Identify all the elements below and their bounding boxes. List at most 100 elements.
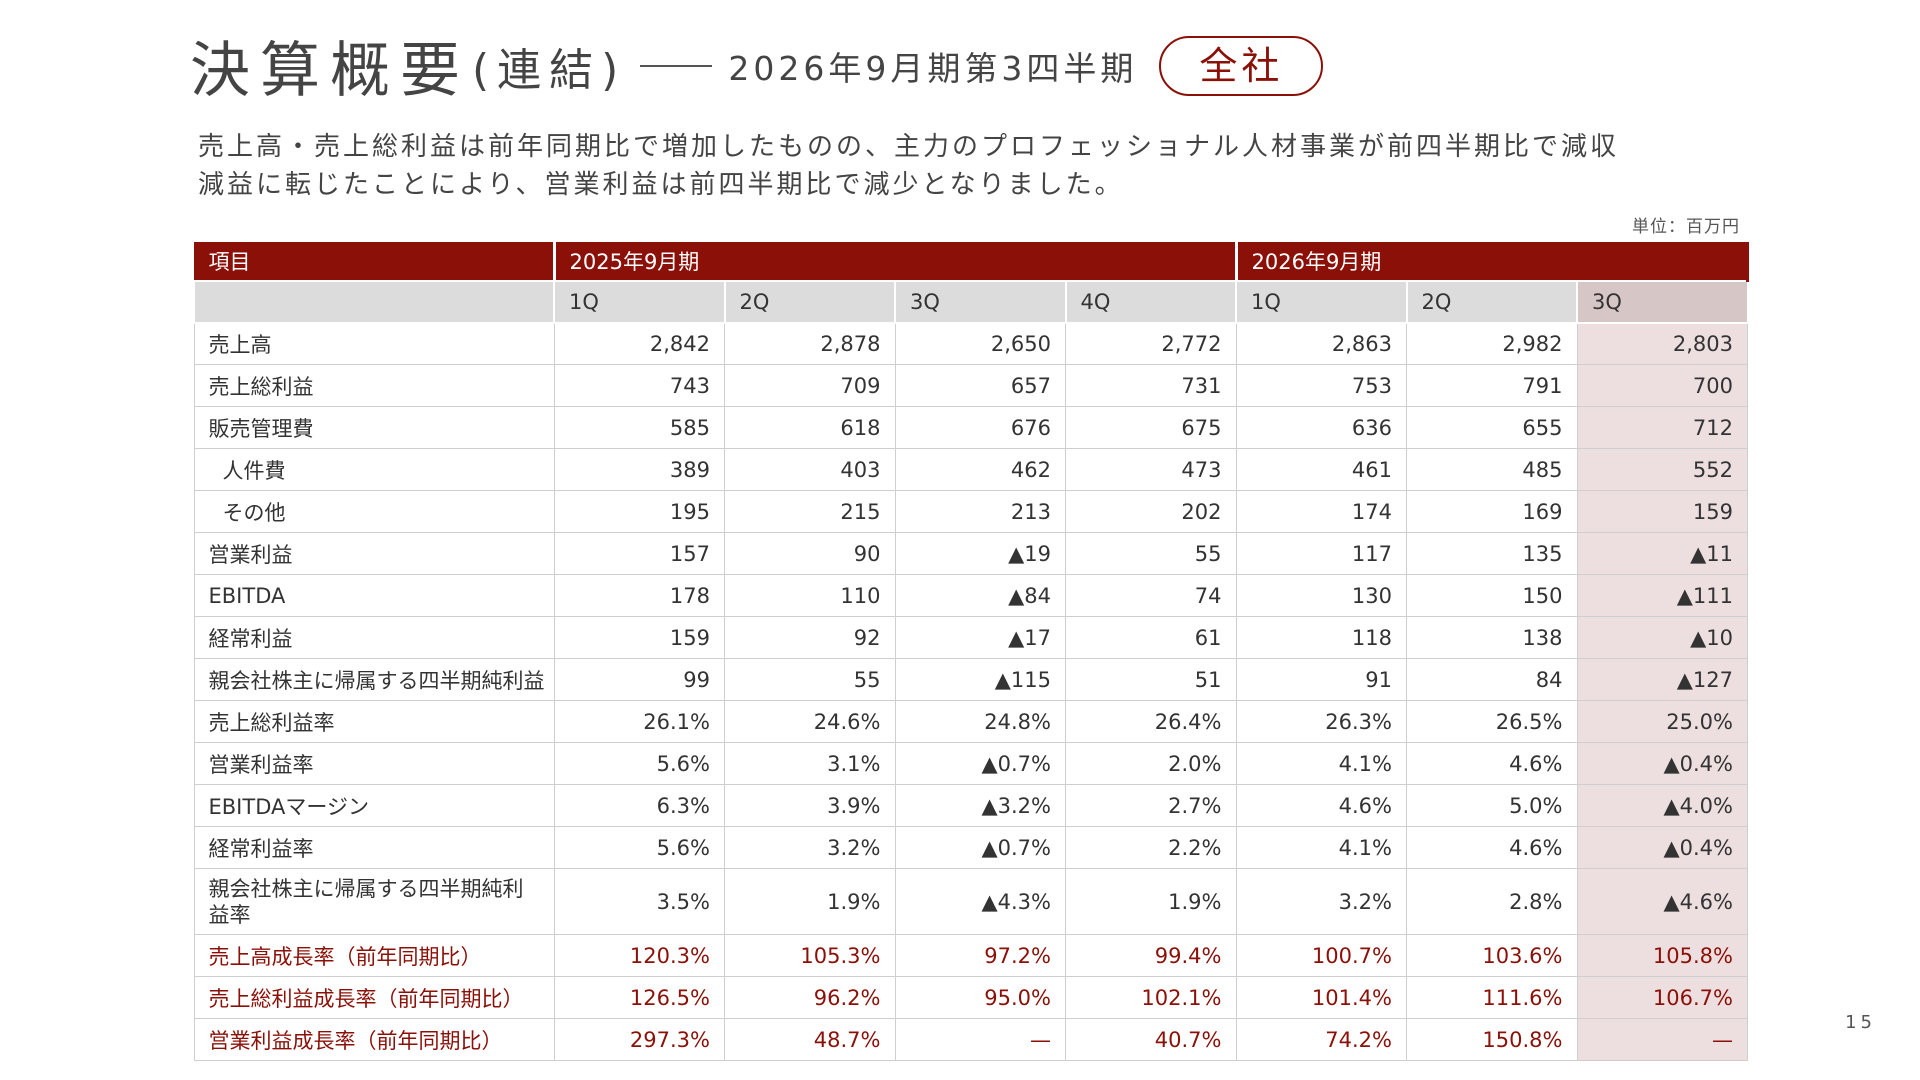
cell-value: 461	[1235, 448, 1407, 491]
cell-value: 91	[1235, 658, 1407, 701]
cell-value: 24.8%	[894, 700, 1066, 743]
row-label: 販売管理費	[193, 406, 555, 449]
cell-value: 655	[1406, 406, 1578, 449]
table-row: 売上総利益 743 709 657 731 753 791 700	[193, 364, 1748, 407]
row-label: その他	[193, 490, 555, 533]
table-row: 親会社株主に帰属する四半期純利益率 3.5% 1.9% ▲4.3% 1.9% 3.2% 2.…	[193, 868, 1748, 935]
header-item: 項目	[193, 242, 556, 281]
cell-value: 2,772	[1065, 322, 1237, 365]
cell-value: 4.6%	[1235, 784, 1407, 827]
cell-value: 2.7%	[1065, 784, 1237, 827]
cell-value: 84	[1406, 658, 1578, 701]
cell-value: 743	[553, 364, 725, 407]
table-header-years: 項目 2025年9月期 2026年9月期	[193, 242, 1749, 281]
cell-value: ▲0.4%	[1576, 742, 1748, 785]
cell-value: 4.6%	[1406, 742, 1578, 785]
cell-value: 2,803	[1576, 322, 1748, 365]
cell-value: 169	[1406, 490, 1578, 533]
cell-value: 2,650	[894, 322, 1066, 365]
cell-value: ▲3.2%	[894, 784, 1066, 827]
cell-value: 26.5%	[1406, 700, 1578, 743]
cell-value: 2,863	[1235, 322, 1407, 365]
table-row: 人件費 389 403 462 473 461 485 552	[193, 448, 1748, 491]
cell-value: 473	[1065, 448, 1237, 491]
table-row: 営業利益 157 90 ▲19 55 117 135 ▲11	[193, 532, 1748, 575]
cell-value: 150	[1406, 574, 1578, 617]
cell-value: 157	[553, 532, 725, 575]
cell-value: ▲4.3%	[894, 868, 1066, 935]
header-quarter: 1Q	[553, 279, 726, 324]
cell-value: 25.0%	[1576, 700, 1748, 743]
cell-value: 90	[724, 532, 896, 575]
cell-value: 26.1%	[553, 700, 725, 743]
cell-value: 215	[724, 490, 896, 533]
cell-value: ▲17	[894, 616, 1066, 659]
cell-value: 1.9%	[724, 868, 896, 935]
header-year-2025: 2025年9月期	[553, 242, 1238, 281]
title-divider	[640, 64, 713, 67]
cell-value: 99.4%	[1065, 934, 1237, 977]
page-title-consolidated: (連結)	[472, 44, 627, 96]
table-row: 営業利益率 5.6% 3.1% ▲0.7% 2.0% 4.1% 4.6% ▲0.4%	[193, 742, 1748, 785]
cell-value: 174	[1235, 490, 1407, 533]
cell-value: 135	[1406, 532, 1578, 575]
unit-label: 単位：百万円	[1632, 217, 1740, 237]
cell-value: 2.2%	[1065, 826, 1237, 869]
cell-value: 389	[553, 448, 725, 491]
cell-value: 26.3%	[1235, 700, 1407, 743]
cell-value: 1.9%	[1065, 868, 1237, 935]
cell-value: 213	[894, 490, 1066, 533]
cell-value: 731	[1065, 364, 1237, 407]
table-row: 売上総利益成長率（前年同期比） 126.5% 96.2% 95.0% 102.1% 101…	[193, 976, 1748, 1019]
cell-value: 4.1%	[1235, 742, 1407, 785]
cell-value: 138	[1406, 616, 1578, 659]
cell-value: 2,982	[1406, 322, 1578, 365]
title-row: 決算概要 (連結) 2026年9月期第3四半期 全社	[190, 22, 1324, 109]
cell-value: ▲10	[1576, 616, 1748, 659]
row-label: 営業利益	[193, 532, 555, 575]
cell-value: 6.3%	[553, 784, 725, 827]
cell-value: ▲4.0%	[1576, 784, 1748, 827]
table-row: EBITDAマージン 6.3% 3.9% ▲3.2% 2.7% 4.6% 5.0% ▲4.0%	[193, 784, 1748, 827]
row-label: EBITDA	[193, 574, 555, 617]
cell-value: 55	[724, 658, 896, 701]
cell-value: ▲11	[1576, 532, 1748, 575]
cell-value: 111.6%	[1406, 976, 1578, 1019]
cell-value: 636	[1235, 406, 1407, 449]
cell-value: ▲111	[1576, 574, 1748, 617]
cell-value: 753	[1235, 364, 1407, 407]
table-row: 売上高 2,842 2,878 2,650 2,772 2,863 2,982 2,803	[193, 322, 1748, 365]
cell-value: 585	[553, 406, 725, 449]
row-label: 経常利益	[193, 616, 555, 659]
header-quarter: 2Q	[1405, 279, 1578, 324]
cell-value: 97.2%	[894, 934, 1066, 977]
cell-value: 709	[724, 364, 896, 407]
financial-summary-table: 項目 2025年9月期 2026年9月期 1Q 2Q 3Q 4Q 1Q 2Q 3…	[193, 242, 1749, 1061]
cell-value: ▲0.7%	[894, 742, 1066, 785]
row-label: 売上高成長率（前年同期比）	[193, 934, 555, 977]
row-label: 営業利益成長率（前年同期比）	[193, 1018, 555, 1061]
header-quarter: 1Q	[1235, 279, 1408, 324]
cell-value: 485	[1406, 448, 1578, 491]
row-label: 営業利益率	[193, 742, 555, 785]
cell-value: 74.2%	[1235, 1018, 1407, 1061]
cell-value: 102.1%	[1065, 976, 1237, 1019]
cell-value: 100.7%	[1235, 934, 1407, 977]
cell-value: ▲4.6%	[1576, 868, 1748, 935]
cell-value: 130	[1235, 574, 1407, 617]
cell-value: 159	[553, 616, 725, 659]
table-row: EBITDA 178 110 ▲84 74 130 150 ▲111	[193, 574, 1748, 617]
table-row: その他 195 215 213 202 174 169 159	[193, 490, 1748, 533]
cell-value: 4.1%	[1235, 826, 1407, 869]
cell-value: 106.7%	[1576, 976, 1748, 1019]
table-row: 経常利益 159 92 ▲17 61 118 138 ▲10	[193, 616, 1748, 659]
cell-value: ▲115	[894, 658, 1066, 701]
cell-value: ▲0.4%	[1576, 826, 1748, 869]
table-row: 親会社株主に帰属する四半期純利益 99 55 ▲115 51 91 84 ▲127	[193, 658, 1748, 701]
header-year-2026: 2026年9月期	[1235, 242, 1749, 281]
fiscal-period: 2026年9月期第3四半期	[728, 48, 1138, 88]
cell-value: 51	[1065, 658, 1237, 701]
cell-value: 110	[724, 574, 896, 617]
cell-value: 55	[1065, 532, 1237, 575]
row-label: 売上総利益成長率（前年同期比）	[193, 976, 555, 1019]
